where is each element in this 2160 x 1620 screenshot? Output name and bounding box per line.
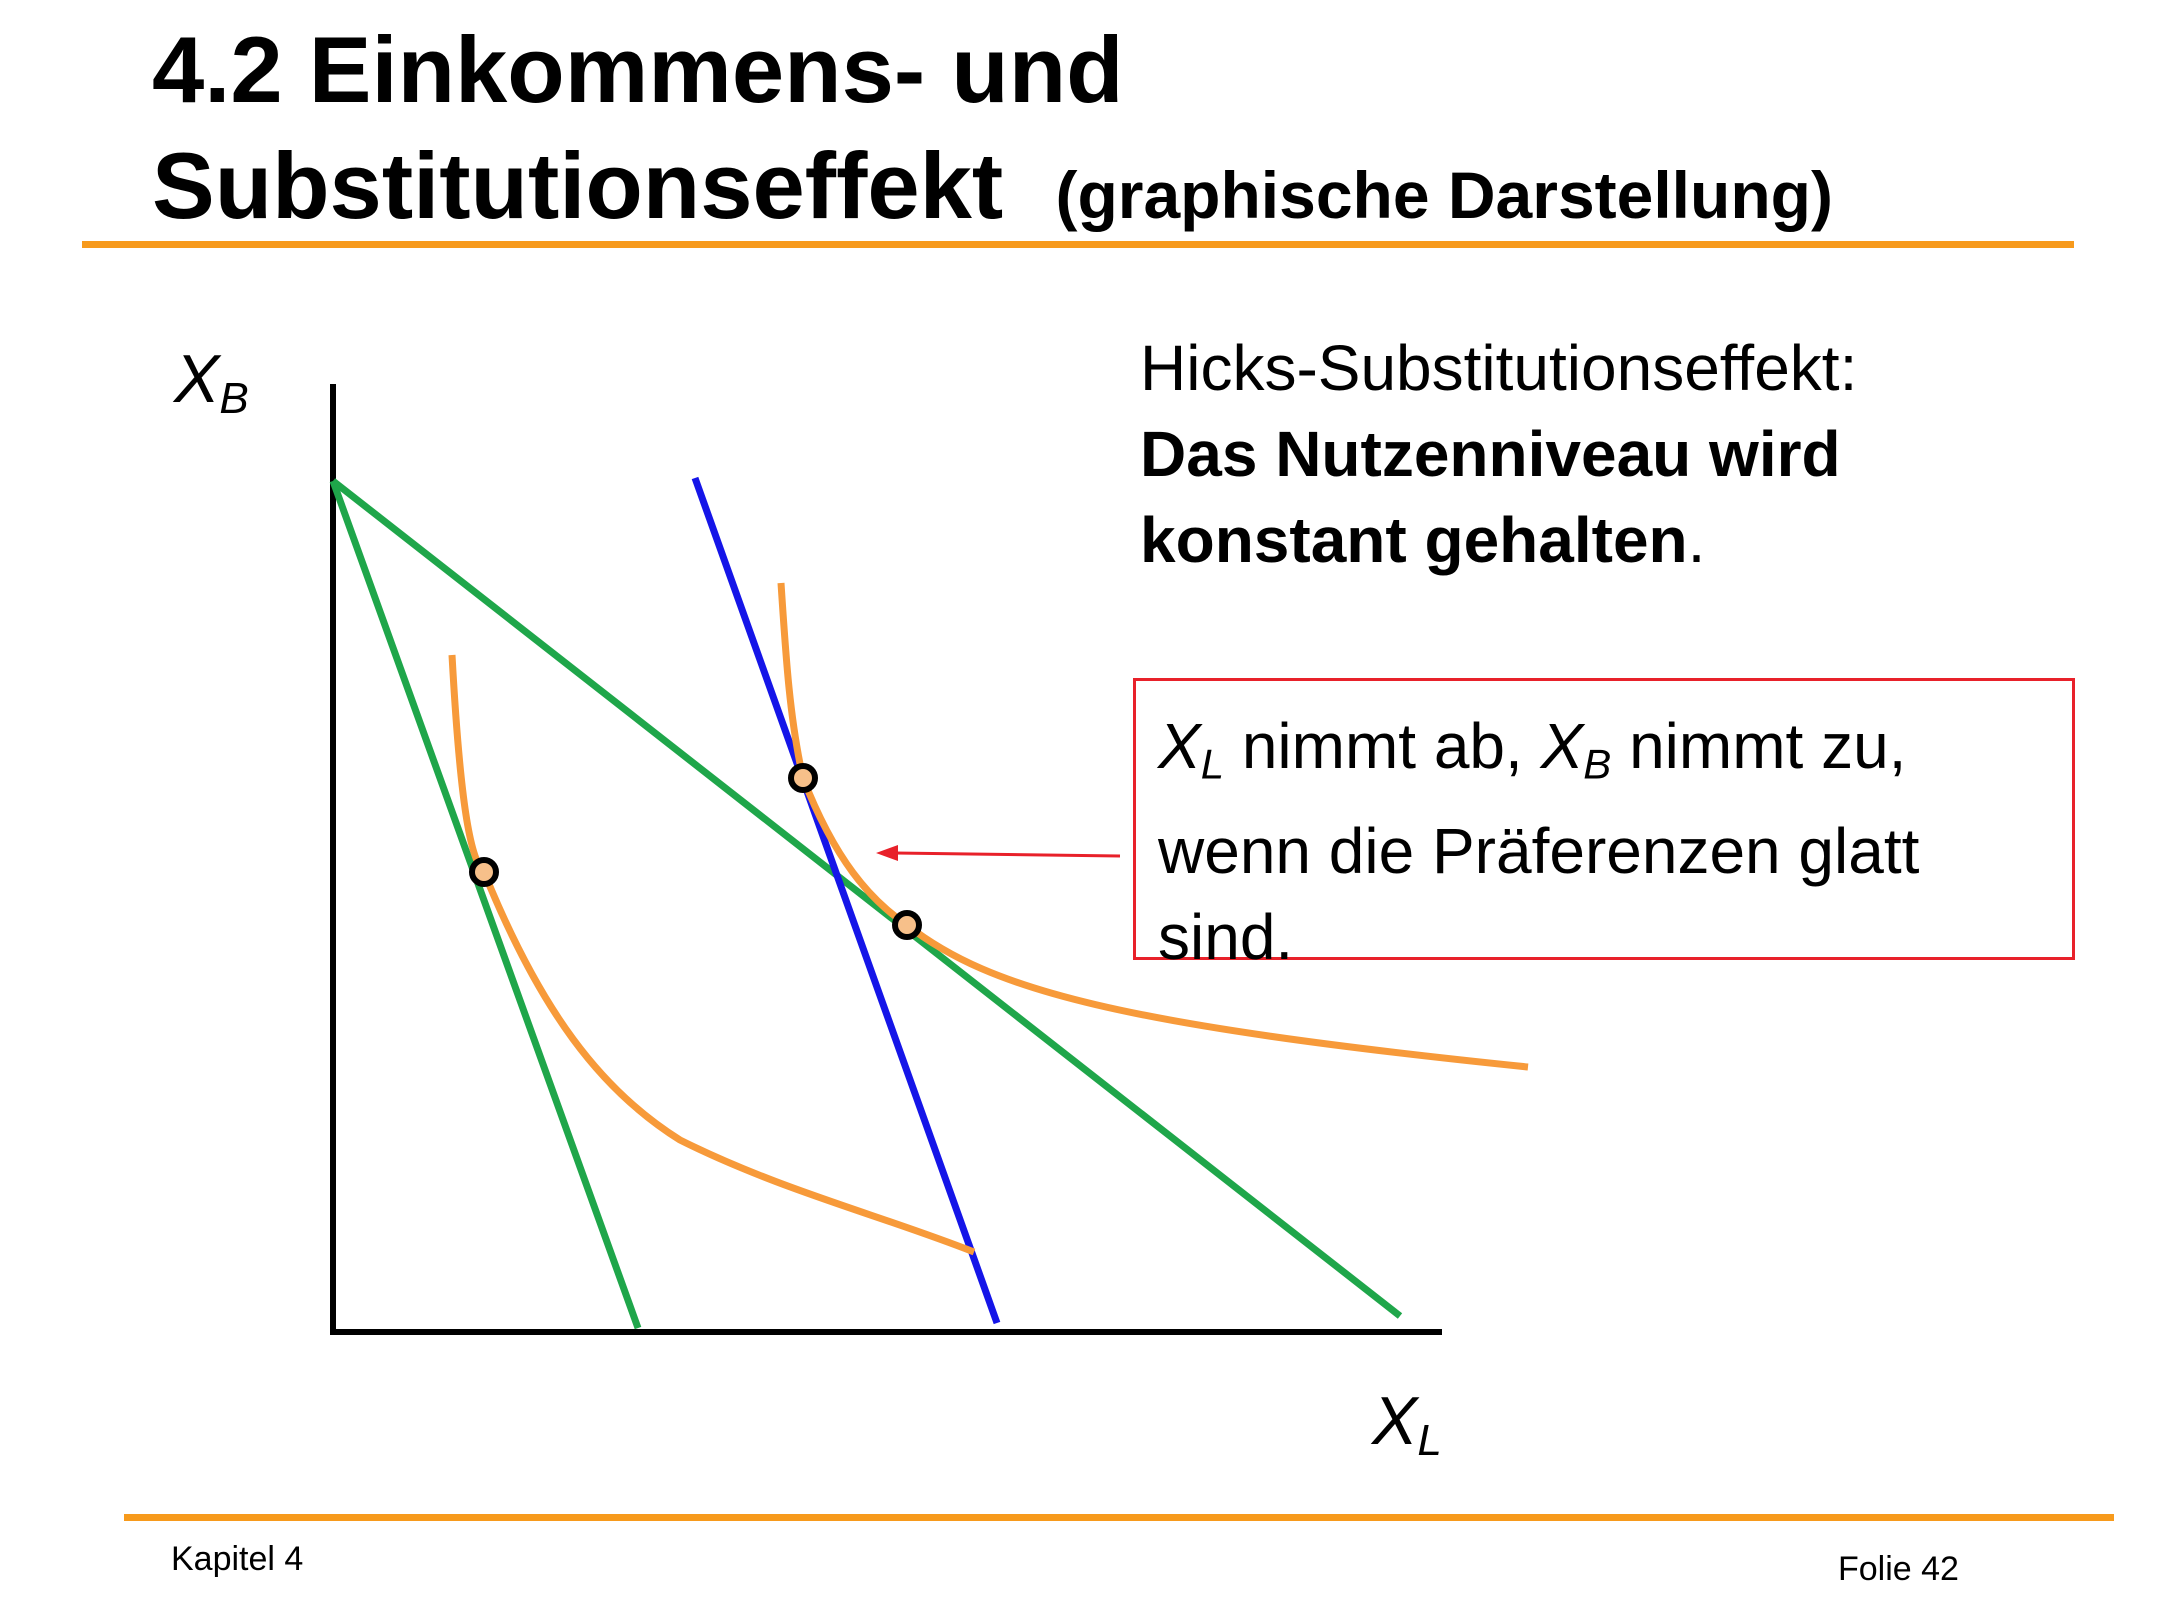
- equilibrium-point-compensated: [788, 763, 818, 793]
- effect-note-box: XL nimmt ab, XB nimmt zu, wenn die Präfe…: [1133, 678, 2075, 973]
- y-axis-label: XB: [174, 345, 249, 421]
- pointer-arrow-line: [894, 851, 1121, 858]
- note-line-1: XL nimmt ab, XB nimmt zu,: [1158, 710, 1907, 788]
- hicks-bold-line-1: Das Nutzenniveau wird: [1140, 418, 1841, 490]
- title-line-2: Substitutionseffekt (graphische Darstell…: [152, 128, 2052, 253]
- equilibrium-point-initial: [469, 857, 499, 887]
- y-axis-subscript: B: [219, 374, 249, 423]
- title-subtitle: (graphische Darstellung): [1055, 158, 1833, 232]
- x-axis-var: X: [1372, 1383, 1418, 1459]
- compensated-budget-line: [691, 476, 1001, 1325]
- equilibrium-point-final: [892, 910, 922, 940]
- indifference-curve-low: [448, 654, 976, 1256]
- x-axis-label: XL: [1372, 1387, 1442, 1463]
- hicks-description: Hicks-Substitutionseffekt: Das Nutzenniv…: [1140, 325, 2100, 583]
- budget-line-flat: [330, 478, 1403, 1319]
- note-line-2: wenn die Präferenzen glatt: [1158, 814, 1920, 887]
- y-axis-var: X: [174, 341, 220, 417]
- top-divider: [82, 241, 2074, 248]
- title-line-1: 4.2 Einkommens- und: [152, 17, 1124, 122]
- slide-title: 4.2 Einkommens- und Substitutionseffekt …: [152, 12, 2052, 253]
- x-axis-subscript: L: [1417, 1416, 1442, 1465]
- footer-chapter: Kapitel 4: [171, 1540, 304, 1578]
- budget-line-steep: [329, 479, 642, 1330]
- hicks-heading: Hicks-Substitutionseffekt:: [1140, 332, 1858, 404]
- footer-slide-number: Folie 42: [1838, 1550, 1959, 1588]
- note-line-3: sind.: [1158, 900, 1294, 973]
- pointer-arrow-head: [876, 845, 898, 861]
- hicks-bold-line-2: konstant gehalten.: [1140, 504, 1706, 576]
- title-main: Substitutionseffekt: [152, 133, 1004, 238]
- bottom-divider: [124, 1514, 2114, 1521]
